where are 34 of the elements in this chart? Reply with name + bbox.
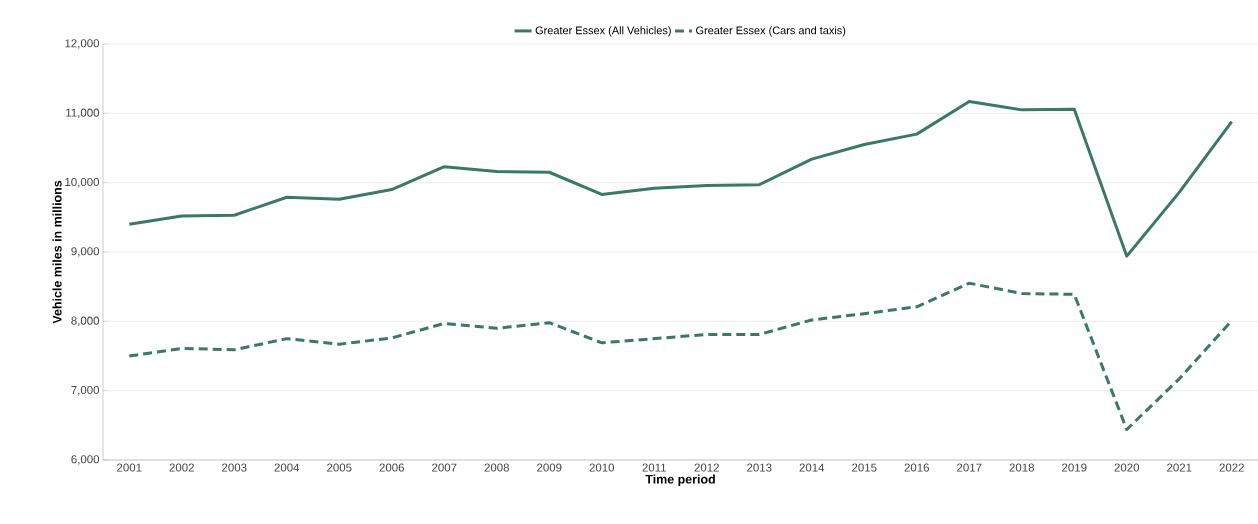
x-tick-label: 2006 (379, 463, 404, 472)
line-series (127, 100, 1234, 258)
y-axis-title: Vehicle miles in millions (52, 180, 62, 324)
x-axis-title: Time period (645, 474, 715, 487)
y-tick-label: 8,000 (71, 316, 100, 327)
x-tick-label: 2003 (222, 463, 247, 472)
x-tick-label: 2013 (747, 463, 772, 472)
y-tick-label: 11,000 (66, 108, 100, 119)
x-tick-label: 2015 (852, 463, 877, 472)
x-tick-label: 2010 (589, 463, 615, 472)
y-tick-label: 12,000 (65, 39, 100, 49)
x-tick-label: 2021 (1167, 463, 1192, 472)
x-tick-label: 2016 (904, 463, 929, 472)
x-tick-label: 2007 (432, 463, 457, 472)
x-tick-label: 2018 (1009, 463, 1034, 472)
x-tick-label: 2014 (799, 463, 825, 472)
x-tick-label: 2019 (1062, 463, 1087, 472)
x-tick-label: 2004 (274, 463, 300, 472)
legend-label: Greater Essex (Cars and taxis) (696, 26, 846, 37)
x-tick-label: 2009 (537, 463, 562, 472)
x-tick-label: 2001 (117, 463, 142, 472)
x-tick-label: 2002 (169, 463, 194, 472)
x-tick-label: 2022 (1219, 463, 1244, 472)
x-tick-label: 2017 (957, 463, 982, 472)
y-tick-label: 7,000 (71, 385, 100, 396)
x-tick-label: 2008 (484, 463, 509, 472)
y-tick-label: 10,000 (65, 177, 100, 188)
x-tick-label: 2011 (642, 463, 667, 472)
y-tick-label: 9,000 (71, 247, 100, 257)
legend-label: Greater Essex (All Vehicles) (535, 26, 671, 37)
x-tick-label: 2005 (327, 463, 352, 472)
x-tick-label: 2012 (694, 463, 719, 472)
y-tick-label: 6,000 (71, 455, 100, 465)
x-tick-label: 2020 (1114, 463, 1140, 472)
